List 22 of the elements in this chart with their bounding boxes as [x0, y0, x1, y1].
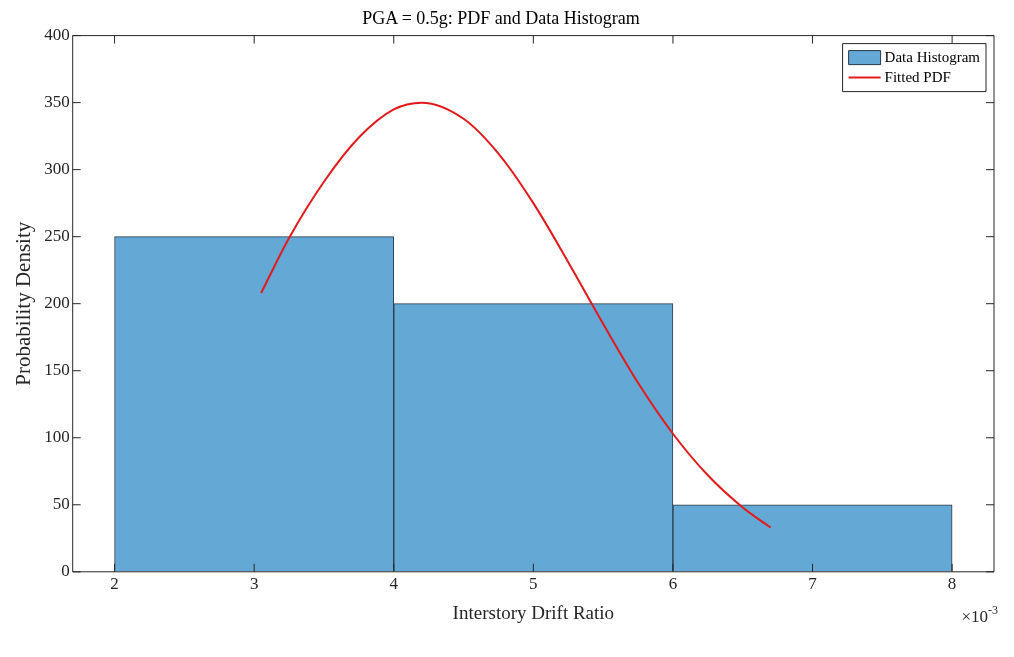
x-axis-title: Interstory Drift Ratio	[452, 601, 615, 623]
x-tick-label: 5	[529, 574, 538, 594]
y-tick-label: 350	[44, 92, 70, 112]
y-tick-label: 250	[44, 226, 70, 246]
y-axis-title: Probability Density	[11, 221, 36, 386]
x-tick-label: 2	[110, 574, 119, 594]
x-tick-label: 7	[808, 574, 818, 594]
y-tick-label: 50	[52, 494, 70, 514]
line-series	[260, 101, 772, 529]
y-tick-label: 300	[44, 159, 70, 179]
y-tick-label: 150	[44, 360, 70, 380]
x-tick-label: 4	[389, 574, 399, 594]
y-tick-label: 0	[61, 561, 70, 581]
x-tick-label: 8	[947, 574, 957, 594]
legend-label: Fitted PDF	[884, 68, 951, 85]
x-tick-label: 3	[249, 574, 259, 594]
y-tick-label: 400	[44, 25, 70, 45]
y-tick-label: 200	[44, 293, 70, 313]
x-tick-label: 6	[668, 574, 678, 594]
legend-label: Data Histogram	[884, 48, 981, 65]
y-tick-label: 100	[44, 427, 70, 447]
chart-title: PGA = 0.5g: PDF and Data Histogram	[362, 7, 640, 28]
